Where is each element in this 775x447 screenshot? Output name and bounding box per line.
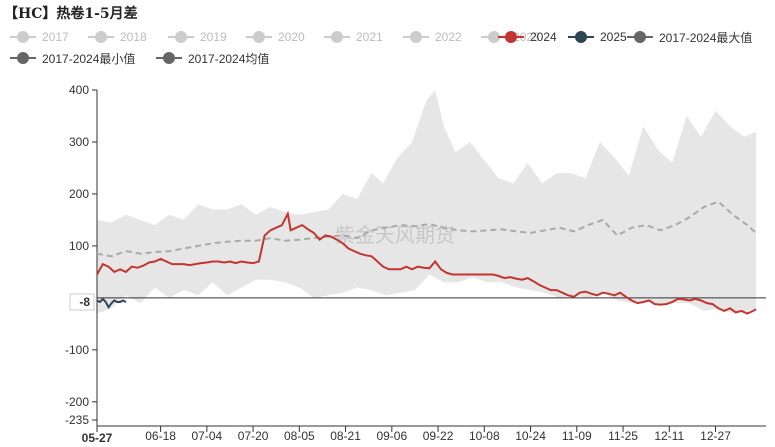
legend-item-8[interactable]: 2025 xyxy=(568,27,627,47)
legend-label: 2019 xyxy=(200,30,227,44)
legend-label: 2024 xyxy=(530,30,557,44)
legend-item-4[interactable]: 2021 xyxy=(324,27,383,47)
legend-label: 2025 xyxy=(600,30,627,44)
chart-title: 【HC】热卷1-5月差 xyxy=(4,6,138,22)
y-tick-label: 200 xyxy=(69,187,89,201)
y-tick-label: -235 xyxy=(65,413,89,427)
x-tick-label: 08-21 xyxy=(330,429,361,443)
legend-swatch-icon xyxy=(627,30,653,44)
legend-label: 2018 xyxy=(120,30,147,44)
legend-swatch-icon xyxy=(88,30,114,44)
x-tick-label: 12-27 xyxy=(700,429,731,443)
legend-label: 2017-2024均值 xyxy=(188,51,270,66)
x-tick-label: 09-06 xyxy=(376,429,407,443)
legend-item-7[interactable]: 2024 xyxy=(498,27,557,47)
legend-item-6[interactable]: 2023 xyxy=(481,27,540,47)
legend-swatch-icon xyxy=(10,30,36,44)
legend-swatch-icon xyxy=(156,51,182,65)
legend-swatch-icon xyxy=(10,51,36,65)
x-tick-label: 12-11 xyxy=(654,429,684,443)
x-tick-label: 10-24 xyxy=(515,429,546,443)
y-tick-label: -100 xyxy=(65,343,89,357)
watermark-text: 紫金天风期货 xyxy=(335,224,455,247)
x-tick-label: 06-18 xyxy=(145,429,176,443)
x-tick-label: 05-27 xyxy=(82,431,113,445)
y-tick-label: 100 xyxy=(69,239,89,253)
legend-swatch-icon xyxy=(568,30,594,44)
x-tick-label: 11-25 xyxy=(608,429,638,443)
legend-swatch-icon xyxy=(498,30,524,44)
legend-swatch-icon xyxy=(246,30,272,44)
y-tick-label: 300 xyxy=(69,135,89,149)
legend-label: 2017 xyxy=(42,30,69,44)
legend-item-10[interactable]: 2017-2024最小值 xyxy=(10,48,135,68)
x-tick-label: 07-04 xyxy=(191,429,222,443)
y-tick-label: -200 xyxy=(65,395,89,409)
legend-swatch-icon xyxy=(324,30,350,44)
legend-item-0[interactable]: 2017 xyxy=(10,27,69,47)
current-value-box xyxy=(69,293,95,311)
legend-label: 2017-2024最大值 xyxy=(659,30,753,45)
legend-swatch-icon xyxy=(403,30,429,44)
legend-label: 2021 xyxy=(356,30,383,44)
legend-item-5[interactable]: 2022 xyxy=(403,27,462,47)
x-tick-label: 10-08 xyxy=(469,429,500,443)
series-line-2024 xyxy=(96,210,757,315)
legend-item-1[interactable]: 2018 xyxy=(88,27,147,47)
x-tick-label: 09-22 xyxy=(423,429,454,443)
legend-swatch-icon xyxy=(481,30,507,44)
x-tick-label: 08-05 xyxy=(284,429,315,443)
legend-label: 2023 xyxy=(513,30,540,44)
legend-label: 2022 xyxy=(435,30,462,44)
legend-swatch-icon xyxy=(168,30,194,44)
legend-label: 2020 xyxy=(278,30,305,44)
legend-item-9[interactable]: 2017-2024最大值 xyxy=(627,27,752,47)
series-band-max-min xyxy=(97,90,756,314)
x-tick-label: 11-09 xyxy=(562,429,592,443)
current-value-label: -8 xyxy=(79,295,90,309)
series-line-mean xyxy=(96,200,757,258)
legend-label: 2017-2024最小值 xyxy=(42,51,136,66)
series-line-2025 xyxy=(96,297,127,310)
legend-item-11[interactable]: 2017-2024均值 xyxy=(156,48,269,68)
y-tick-label: 400 xyxy=(69,83,89,97)
legend-item-3[interactable]: 2020 xyxy=(246,27,305,47)
x-tick-label: 07-20 xyxy=(238,429,269,443)
legend-item-2[interactable]: 2019 xyxy=(168,27,227,47)
